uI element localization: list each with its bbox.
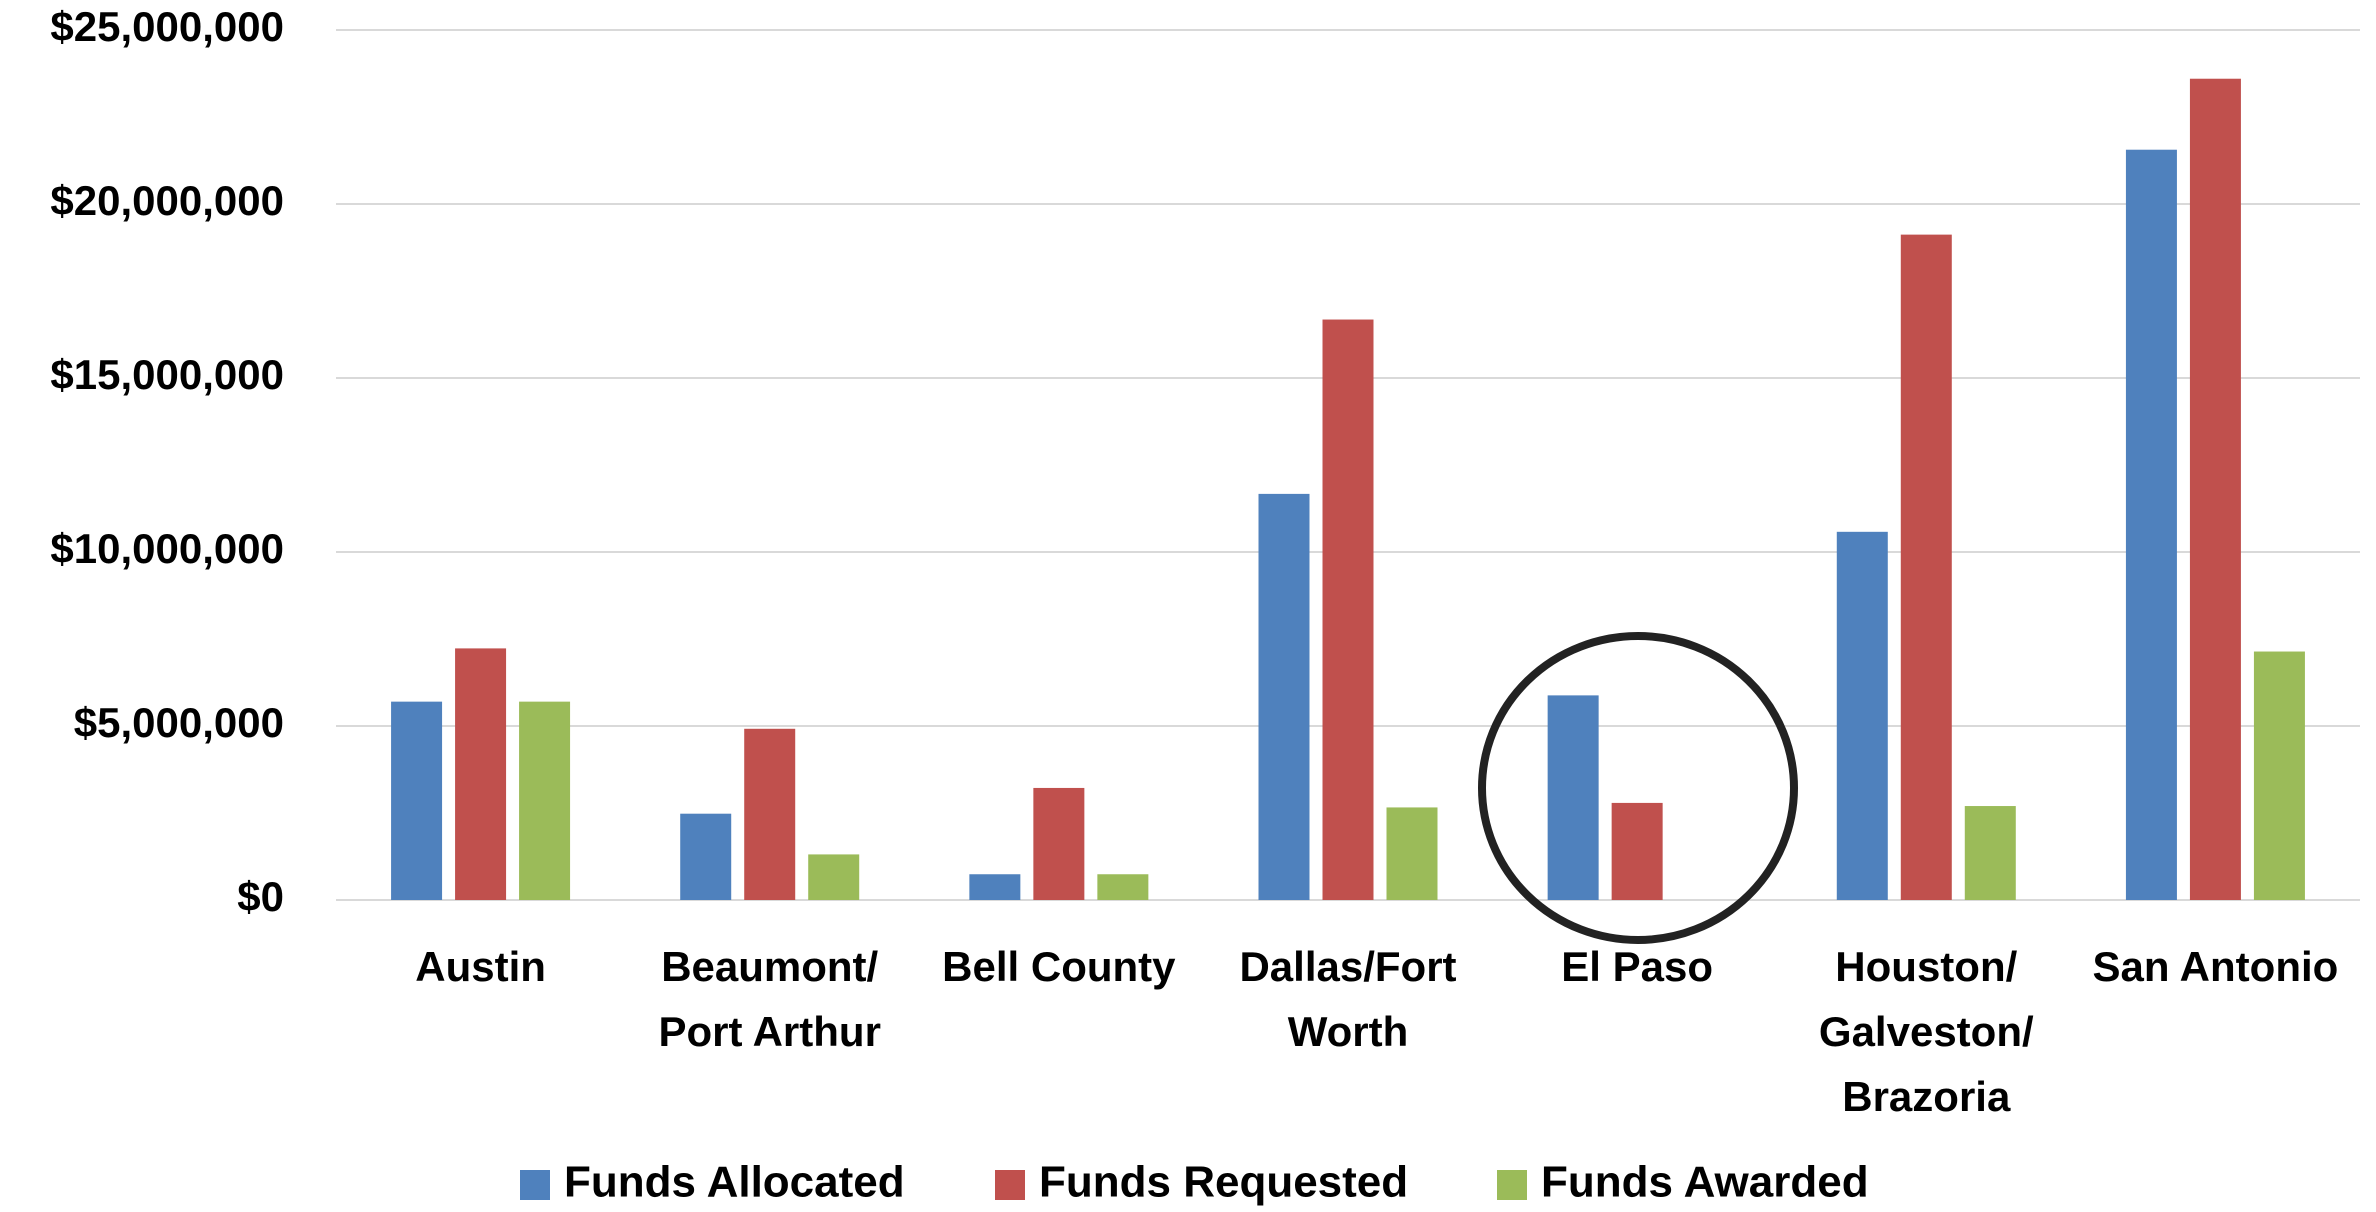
bar xyxy=(2125,149,2177,900)
bar xyxy=(1836,531,1888,900)
highlight-circle xyxy=(1478,632,1798,944)
bar xyxy=(455,648,507,900)
bar xyxy=(2189,78,2241,901)
y-tick-label: $0 xyxy=(237,873,284,920)
bar xyxy=(1547,695,1599,900)
y-tick-label: $10,000,000 xyxy=(50,525,284,572)
y-tick-label: $15,000,000 xyxy=(50,351,284,398)
bar xyxy=(744,728,796,900)
bar xyxy=(680,813,732,900)
bar xyxy=(1611,802,1663,900)
bar xyxy=(1964,806,2016,900)
bar xyxy=(808,854,860,900)
legend-swatch xyxy=(995,1170,1025,1200)
bar xyxy=(391,701,443,900)
legend-swatch xyxy=(520,1170,550,1200)
legend-label: Funds Allocated xyxy=(564,1158,905,1207)
bar xyxy=(1322,319,1374,900)
bar xyxy=(519,701,571,900)
x-tick-label: Bell County xyxy=(942,943,1176,990)
x-tick-label: El Paso xyxy=(1561,943,1713,990)
x-tick-label: Beaumont/Port Arthur xyxy=(658,943,880,1055)
x-tick-label: Houston/Galveston/Brazoria xyxy=(1819,943,2034,1120)
y-tick-label: $5,000,000 xyxy=(74,699,284,746)
bar xyxy=(1097,874,1149,900)
bar xyxy=(1900,234,1952,900)
bar xyxy=(1033,787,1085,900)
bar xyxy=(1258,493,1310,900)
bar xyxy=(1386,807,1438,900)
legend-label: Funds Awarded xyxy=(1541,1158,1869,1207)
y-tick-label: $20,000,000 xyxy=(50,177,284,224)
bar xyxy=(2253,651,2305,900)
bar xyxy=(969,874,1021,900)
x-tick-label: San Antonio xyxy=(2093,943,2339,990)
y-tick-label: $25,000,000 xyxy=(50,3,284,50)
x-tick-label: Dallas/Fort Worth xyxy=(1239,943,1456,1055)
legend-label: Funds Requested xyxy=(1039,1158,1408,1207)
legend-swatch xyxy=(1497,1170,1527,1200)
x-tick-label: Austin xyxy=(415,943,546,990)
